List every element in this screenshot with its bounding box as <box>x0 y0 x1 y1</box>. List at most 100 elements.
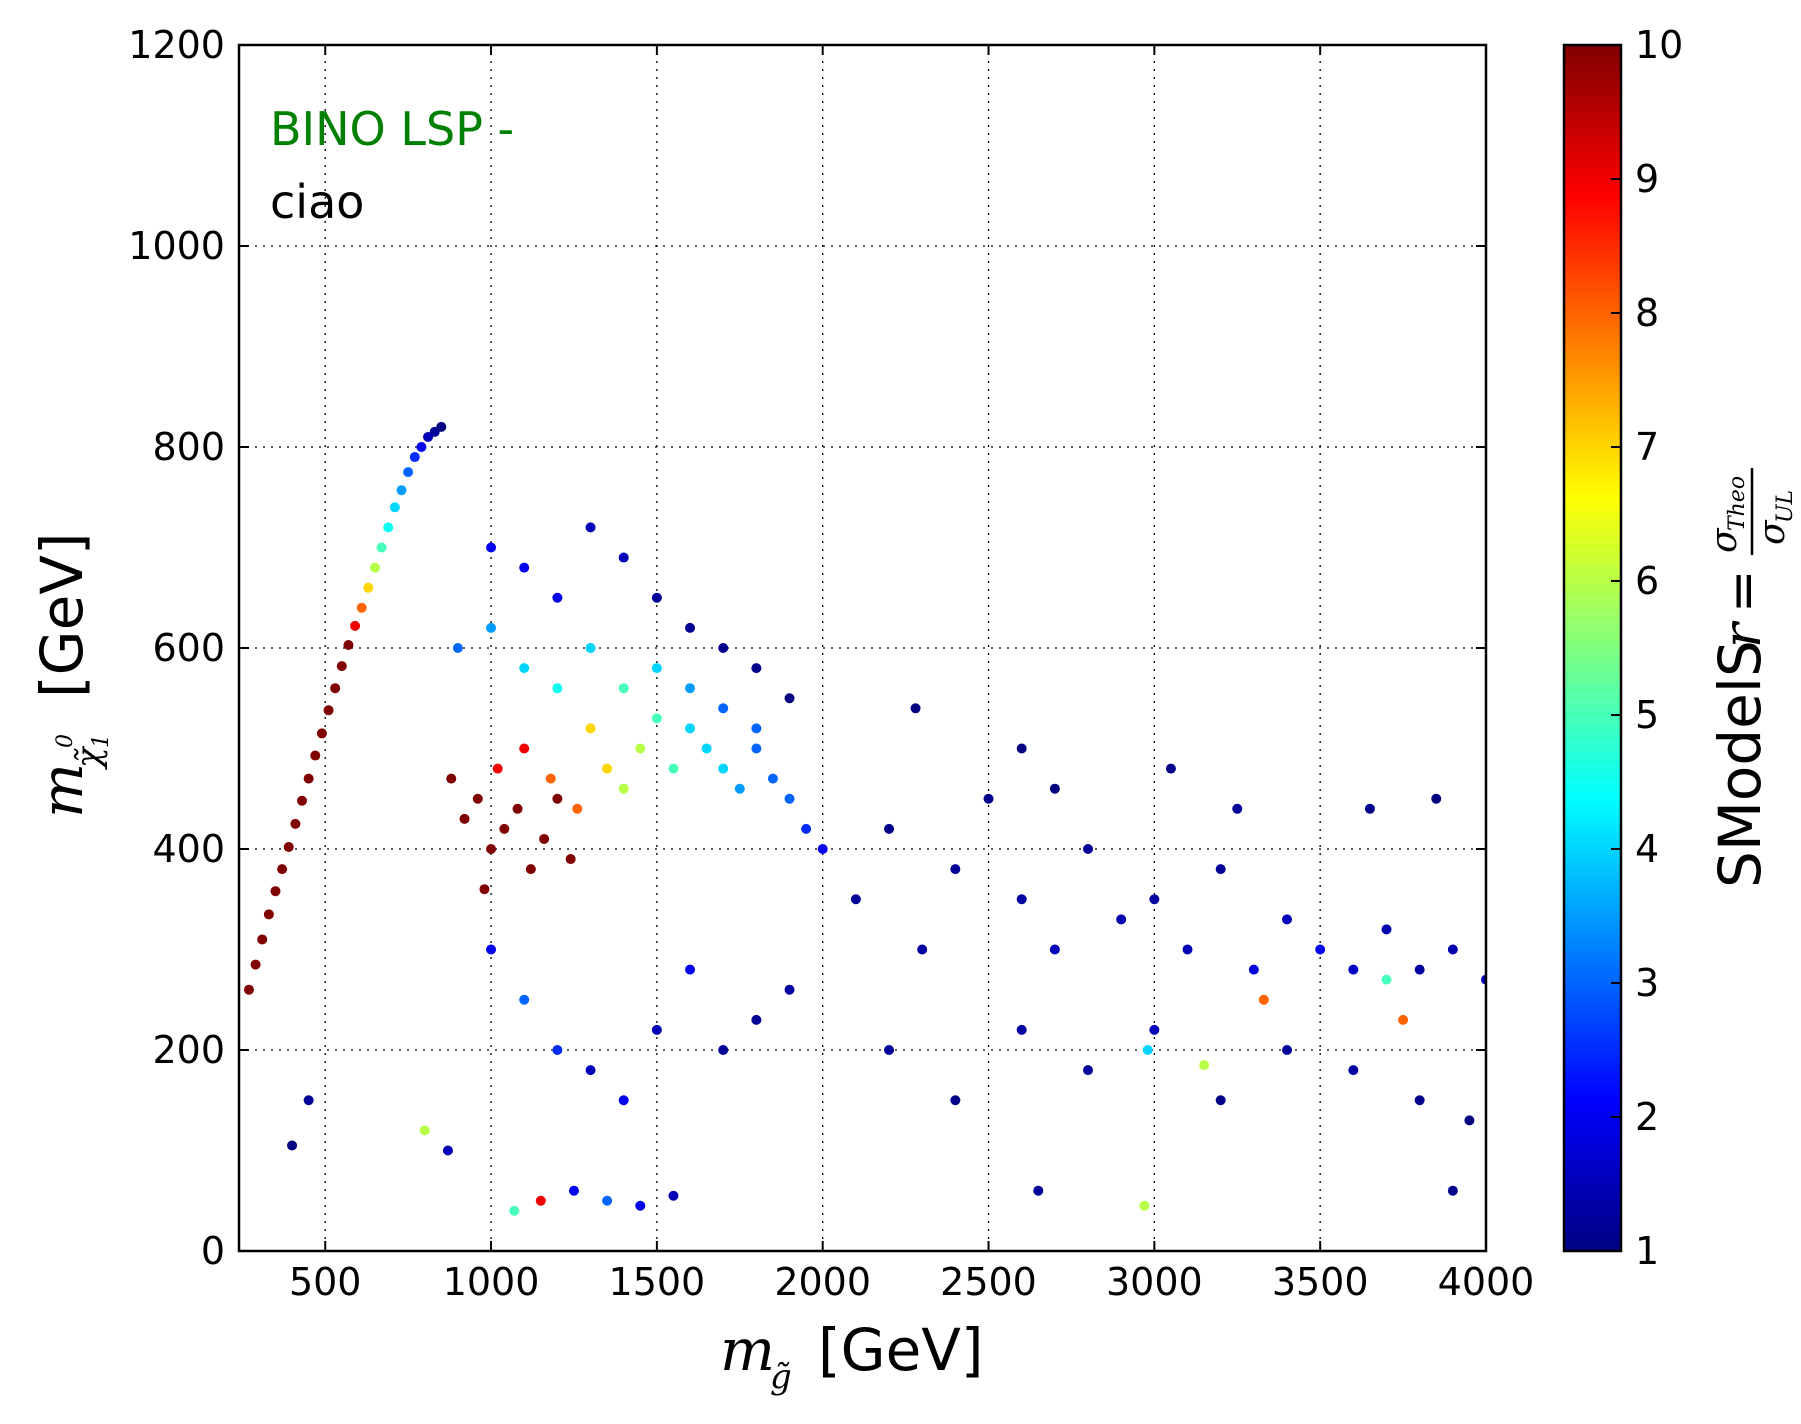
data-point <box>917 944 928 955</box>
data-point <box>486 944 497 955</box>
data-point <box>685 964 696 975</box>
data-point <box>419 1125 430 1136</box>
data-point <box>1447 944 1458 955</box>
data-point <box>1414 1095 1425 1106</box>
y-tick-label: 400 <box>152 827 225 871</box>
data-point <box>545 773 556 784</box>
data-point <box>486 542 497 553</box>
data-point <box>1083 844 1094 854</box>
data-point <box>618 683 629 694</box>
annotation-ciao: ciao <box>270 175 364 229</box>
data-point <box>263 909 274 920</box>
data-point <box>403 467 414 478</box>
data-point <box>369 562 380 573</box>
data-point <box>1348 1065 1359 1076</box>
data-point <box>1381 974 1392 985</box>
data-point <box>1215 864 1226 875</box>
data-point <box>1348 964 1359 975</box>
data-point <box>572 803 583 814</box>
data-point <box>486 622 497 633</box>
data-point <box>316 728 327 739</box>
gridlines <box>239 45 1486 1251</box>
data-point <box>1381 924 1392 935</box>
data-point <box>685 723 696 734</box>
y-tick-label: 200 <box>152 1028 225 1072</box>
data-point <box>1149 894 1160 905</box>
colorbar-label: SModelS r = σ Theo σ UL <box>1704 468 1798 888</box>
y-tick-label: 1000 <box>128 224 225 268</box>
data-point <box>751 1014 762 1025</box>
colorbar-tick-label: 6 <box>1635 559 1659 603</box>
data-point <box>509 1205 520 1216</box>
y-axis-label: m χ̃ 0 1 [GeV] <box>28 532 114 818</box>
data-point <box>1049 944 1060 955</box>
data-point <box>565 854 576 865</box>
data-point <box>618 783 629 794</box>
data-point <box>290 818 301 829</box>
data-point <box>257 934 268 945</box>
data-point <box>1447 1185 1458 1196</box>
data-point <box>568 1185 579 1196</box>
data-point <box>751 663 762 674</box>
colorbar-tick-label: 9 <box>1635 157 1659 201</box>
data-point <box>356 602 367 613</box>
data-point <box>519 743 530 754</box>
data-point <box>1414 964 1425 975</box>
data-point <box>718 763 729 774</box>
annotation-bino-lsp: BINO LSP - <box>270 102 514 156</box>
data-point <box>618 1095 629 1106</box>
data-point <box>552 683 563 694</box>
data-point <box>635 743 646 754</box>
data-point <box>519 994 530 1005</box>
data-point <box>1199 1060 1210 1071</box>
data-point <box>250 959 261 970</box>
data-point <box>651 592 662 603</box>
data-point <box>718 643 729 653</box>
data-point <box>1182 944 1193 955</box>
plot-area <box>239 45 1486 1251</box>
data-point <box>602 1195 613 1206</box>
colorbar-tick-label: 7 <box>1635 425 1659 469</box>
data-point <box>884 823 895 834</box>
data-point <box>519 562 530 573</box>
colorbar-tick-label: 8 <box>1635 291 1659 335</box>
x-axis-ticks: 500 1000 1500 2000 2500 3000 3500 4000 <box>289 45 1534 1304</box>
data-point <box>585 522 596 533</box>
colorbar-label-denominator: σ <box>1752 519 1793 545</box>
data-point <box>310 750 321 761</box>
data-point <box>303 773 314 784</box>
data-point <box>751 723 762 734</box>
data-point <box>525 864 536 875</box>
x-tick-label: 1000 <box>443 1260 540 1304</box>
colorbar-gradient <box>1562 43 1623 1253</box>
colorbar-label-r: r <box>1713 620 1773 648</box>
colorbar-tick-label: 3 <box>1635 961 1659 1005</box>
data-point <box>492 763 503 774</box>
colorbar: 1 2 3 4 5 6 7 8 9 10 <box>1562 23 1683 1273</box>
data-point <box>734 783 745 794</box>
colorbar-tick-label: 10 <box>1635 23 1683 67</box>
data-point <box>1149 1024 1160 1035</box>
data-point <box>585 723 596 734</box>
y-tick-label: 0 <box>201 1229 225 1273</box>
x-label-symbol: m <box>720 1316 775 1384</box>
data-point <box>376 542 387 553</box>
data-point <box>585 643 596 653</box>
data-point <box>330 683 341 694</box>
data-point <box>1016 894 1027 905</box>
data-point <box>287 1140 298 1151</box>
data-point <box>767 773 778 784</box>
data-point <box>446 773 457 784</box>
y-axis-ticks: 0 200 400 600 800 1000 1200 <box>128 23 1486 1273</box>
data-point <box>602 763 613 774</box>
y-tick-label: 600 <box>152 626 225 670</box>
x-tick-label: 3500 <box>1272 1260 1369 1304</box>
x-label-subscript: g̃ <box>770 1357 792 1397</box>
x-tick-label: 500 <box>289 1260 362 1304</box>
data-point <box>1282 914 1293 925</box>
data-point <box>784 693 795 704</box>
data-point <box>1116 914 1127 925</box>
data-point <box>1232 803 1243 814</box>
data-point <box>817 844 828 854</box>
colorbar-tick-label: 2 <box>1635 1095 1659 1139</box>
